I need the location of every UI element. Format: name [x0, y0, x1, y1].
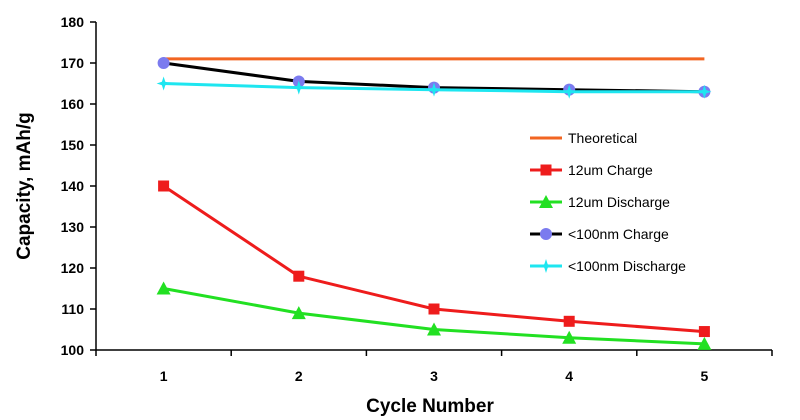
x-axis-title: Cycle Number: [366, 396, 494, 417]
legend-swatch-marker: [539, 195, 553, 208]
legend-swatch-marker: [540, 164, 552, 176]
legend-swatch-marker: [540, 228, 552, 240]
series-2-point: [156, 281, 171, 295]
series-4-point: [697, 84, 712, 99]
legend-label: 12um Charge: [568, 162, 653, 178]
tick-labels: 100 110 120 130 140 150 160 170 180 1 2 3 4 5: [61, 14, 709, 384]
legend-label: Theoretical: [568, 130, 637, 146]
series-1-point: [563, 315, 575, 327]
series-2-point: [291, 306, 306, 320]
legend-item-2: 12um Discharge: [530, 194, 670, 210]
y-tick-label: 100: [61, 342, 85, 358]
series-2-point: [697, 336, 712, 350]
y-tick-label: 120: [61, 260, 85, 276]
y-tick-label: 150: [61, 137, 85, 153]
y-axis-title: Capacity, mAh/g: [14, 112, 35, 259]
plot-area: [156, 57, 712, 350]
legend-item-3: <100nm Charge: [530, 226, 669, 242]
legend-item-1: 12um Charge: [530, 162, 653, 178]
legend-label: <100nm Discharge: [568, 258, 686, 274]
x-tick-label: 5: [701, 368, 709, 384]
series-4-point: [562, 84, 577, 99]
y-tick-label: 180: [61, 14, 85, 30]
y-tick-label: 170: [61, 55, 85, 71]
series-1: [158, 180, 710, 338]
series-2-line: [163, 287, 705, 346]
y-tick-label: 140: [61, 178, 85, 194]
series-4-point: [291, 80, 306, 95]
legend-label: 12um Discharge: [568, 194, 670, 210]
x-tick-label: 2: [295, 368, 303, 384]
series-4-point: [427, 82, 441, 97]
series-1-point: [293, 270, 305, 282]
y-tick-label: 130: [61, 219, 85, 235]
series-1-point: [428, 303, 440, 315]
y-tick-label: 160: [61, 96, 85, 112]
legend-item-4: <100nm Discharge: [530, 258, 686, 274]
legend: Theoretical 12um Charge 12um Discharge <100…: [530, 130, 686, 274]
series-1-point: [158, 180, 170, 192]
legend-item-0: Theoretical: [530, 130, 637, 146]
series-1-point: [698, 326, 710, 338]
series-3-point: [157, 57, 170, 69]
legend-swatch-marker: [539, 259, 553, 273]
series-4-point: [156, 76, 171, 91]
series-4: [156, 76, 712, 99]
y-tick-label: 110: [61, 301, 84, 317]
x-tick-label: 3: [430, 368, 438, 384]
legend-label: <100nm Charge: [568, 226, 669, 242]
x-tick-label: 1: [160, 368, 168, 384]
axes: [90, 21, 773, 356]
x-tick-label: 4: [565, 368, 573, 384]
series-2-point: [562, 330, 577, 344]
series-2: [156, 281, 712, 350]
series-2-point: [427, 322, 441, 336]
